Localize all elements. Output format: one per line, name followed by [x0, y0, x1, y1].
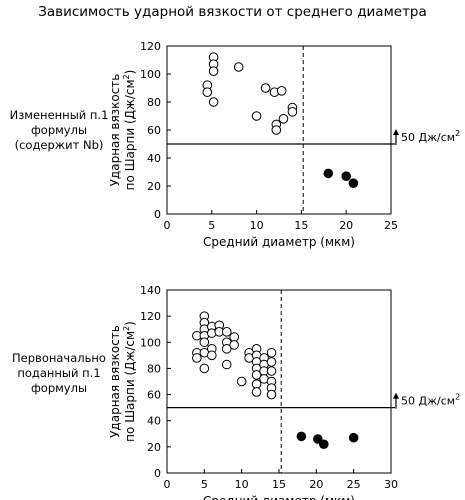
chart1-open-point — [278, 114, 289, 124]
chart2-y-tick-label: 60 — [147, 389, 161, 402]
chart1-y-tick-label: 0 — [154, 208, 161, 221]
chart1-x-tick-label: 5 — [208, 219, 215, 232]
chart2-open-point — [221, 344, 232, 354]
chart1-threshold-arrowhead — [393, 129, 399, 135]
chart2-open-point — [251, 379, 262, 389]
chart2-x-tick-label: 30 — [384, 478, 398, 491]
chart2-threshold-label-sup: 2 — [455, 393, 460, 402]
chart1-open-point — [233, 62, 244, 72]
side-label-top: Измененный п.1 формулы (содержит Nb) — [0, 108, 118, 153]
chart2-y-tick-label: 140 — [140, 284, 161, 297]
chart1-group: 0 5 10 15 20 25 0 20 40 60 80 100 120 Средний диаметр… — [108, 40, 460, 249]
side-label-bottom-line2: поданный п.1 — [17, 366, 101, 380]
chart2-threshold-arrowhead — [393, 392, 399, 399]
figure-title: Зависимость ударной вязкости от среднего… — [38, 4, 427, 20]
chart2-open-point — [221, 359, 232, 370]
chart1-y-tick-label: 20 — [147, 180, 161, 193]
chart2-open-point — [229, 332, 239, 342]
chart2-y-axis-label: Ударная вязкостьпо Шарпи (Дж/см2) — [108, 321, 137, 442]
chart2-y-tick-label: 20 — [147, 441, 161, 454]
chart2-open-point — [199, 337, 210, 348]
chart2-open-point — [266, 366, 277, 376]
side-label-top-line3: (содержит Nb) — [14, 138, 104, 152]
chart2-filled-point — [313, 434, 323, 444]
chart1-threshold-label-text: 50 Дж/см — [401, 131, 455, 144]
side-label-bottom: Первоначально поданный п.1 формулы — [0, 351, 118, 396]
chart1-x-tick-label: 15 — [294, 219, 308, 232]
chart2-y-axis-label-sup: 2 — [122, 326, 131, 331]
chart1-y-axis-label-sup: 2 — [122, 74, 131, 79]
chart2-open-point — [199, 363, 210, 374]
chart2-filled-point — [296, 431, 307, 442]
chart1-x-tick-label: 10 — [250, 219, 264, 232]
chart2-open-point — [192, 353, 202, 363]
chart2-open-point — [229, 340, 239, 350]
chart1-y-tick-label: 120 — [140, 40, 161, 53]
chart2-x-tick-label: 5 — [201, 478, 208, 491]
chart2-filled-point — [348, 432, 359, 443]
chart1-filled-point — [323, 168, 334, 179]
chart2-open-point — [266, 357, 277, 367]
chart2-x-tick-label: 0 — [164, 478, 171, 491]
chart2-y-tick-label: 40 — [147, 415, 161, 428]
chart1-y-tick-label: 40 — [147, 152, 161, 165]
side-label-top-line1: Измененный п.1 — [9, 108, 109, 122]
chart2-threshold-label-text: 50 Дж/см — [401, 395, 455, 408]
chart1-filled-point — [341, 171, 352, 181]
chart2-open-point — [236, 376, 247, 387]
side-label-bottom-line1: Первоначально — [12, 351, 106, 365]
chart1-x-tick-label: 20 — [339, 219, 353, 232]
chart2-y-axis-label-close: ) — [123, 321, 137, 326]
chart2-open-point — [266, 389, 277, 400]
chart1-y-axis-label-close: ) — [123, 70, 137, 75]
chart2-group: 0 5 10 15 20 25 30 0 20 40 60 80 100 120 140 Средний ди… — [108, 284, 460, 500]
chart1-x-tick-label: 0 — [164, 219, 171, 232]
chart2-open-point — [221, 327, 232, 337]
chart1-open-point — [208, 66, 219, 76]
chart2-x-tick-label: 25 — [347, 478, 361, 491]
chart1-y-axis-label-line1: Ударная вязкость — [108, 74, 122, 187]
chart1-x-axis-label: Средний диаметр (мкм) — [203, 235, 355, 249]
side-label-bottom-line3: формулы — [30, 381, 88, 395]
chart1-threshold-label-sup: 2 — [455, 129, 460, 138]
chart2-y-axis-label-line1: Ударная вязкость — [108, 325, 122, 438]
side-label-top-line2: формулы — [30, 123, 88, 137]
chart2-x-tick-label: 15 — [272, 478, 286, 491]
chart2-open-point — [207, 350, 217, 361]
chart1-x-tick-label: 25 — [384, 219, 398, 232]
chart1-y-axis-label: Ударная вязкостьпо Шарпи (Дж/см2) — [108, 70, 137, 191]
chart1-open-point — [251, 111, 262, 121]
chart1-y-tick-label: 60 — [147, 124, 161, 137]
chart1-open-point — [276, 86, 287, 96]
chart1-open-point — [260, 83, 271, 93]
chart2-y-tick-label: 0 — [154, 467, 161, 480]
chart2-filled-point — [319, 439, 329, 450]
chart1-y-tick-label: 80 — [147, 96, 161, 109]
chart2-y-tick-label: 100 — [140, 336, 161, 349]
chart2-x-tick-label: 20 — [309, 478, 323, 491]
chart2-open-point — [251, 387, 262, 397]
chart2-y-tick-label: 120 — [140, 310, 161, 323]
chart1-y-axis-label-line2: по Шарпи (Дж/см — [123, 79, 137, 190]
chart1-y-tick-label: 100 — [140, 68, 161, 81]
chart2-x-tick-label: 10 — [235, 478, 249, 491]
chart2-threshold-label: 50 Дж/см2 — [401, 393, 460, 408]
chart1-threshold-label: 50 Дж/см2 — [401, 129, 460, 144]
chart1-open-point — [208, 97, 219, 107]
chart1-open-point — [202, 87, 213, 97]
chart2-x-axis-label: Средний диаметр (мкм) — [203, 494, 355, 500]
chart1-open-point — [271, 125, 282, 135]
chart2-open-point — [251, 370, 262, 380]
chart1-filled-point — [348, 178, 359, 188]
chart2-y-axis-label-line2: по Шарпи (Дж/см — [123, 331, 137, 442]
chart2-open-point — [266, 347, 277, 358]
chart1-open-point — [287, 107, 298, 117]
chart2-y-tick-label: 80 — [147, 362, 161, 375]
